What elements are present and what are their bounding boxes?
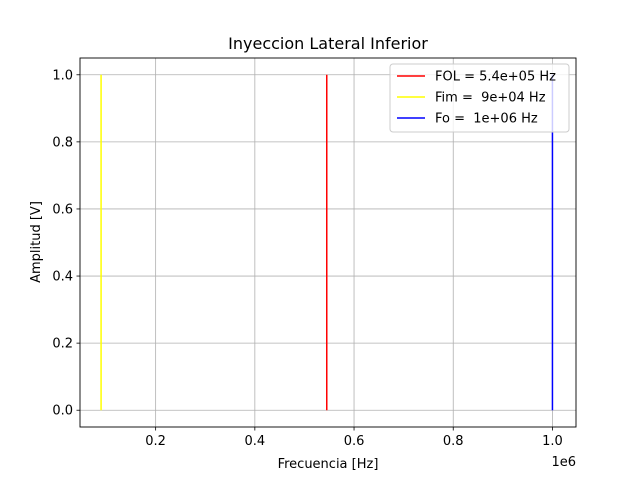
x-axis-offset-label: 1e6 [551, 455, 576, 470]
legend-entries: FOL = 5.4e+05 Hz Fim = 9e+04 Hz Fo = 1e+06… [397, 70, 556, 127]
legend-box [389, 63, 570, 133]
x-tick-label: 1.0 [542, 434, 563, 449]
x-tick-label: 0.6 [344, 434, 365, 449]
legend: FOL = 5.4e+05 Hz Fim = 9e+04 Hz Fo = 1e+06… [389, 63, 570, 133]
y-axis-ticks: 0.0 0.2 0.4 0.6 0.8 1.0 [52, 68, 80, 419]
x-tick-label: 0.4 [244, 434, 265, 449]
y-axis-label: Amplitud [V] [29, 201, 44, 283]
y-tick-label: 1.0 [52, 68, 73, 83]
x-axis-label: Frecuencia [Hz] [278, 457, 379, 472]
x-tick-label: 0.8 [443, 434, 464, 449]
plot-frame [79, 57, 577, 428]
legend-label-1: FOL = 5.4e+05 Hz [435, 70, 556, 85]
y-tick-label: 0.8 [52, 135, 73, 150]
y-tick-label: 0.4 [52, 270, 73, 285]
legend-label-3: Fo = 1e+06 Hz [435, 112, 538, 127]
y-tick-label: 0.0 [52, 404, 73, 419]
y-tick-label: 0.6 [52, 202, 73, 217]
chart-title: Inyeccion Lateral Inferior [228, 34, 428, 53]
y-tick-label: 0.2 [52, 337, 73, 352]
x-tick-label: 0.2 [145, 434, 166, 449]
legend-label-2: Fim = 9e+04 Hz [435, 91, 546, 106]
x-axis-ticks: 0.2 0.4 0.6 0.8 1.0 [145, 427, 563, 449]
